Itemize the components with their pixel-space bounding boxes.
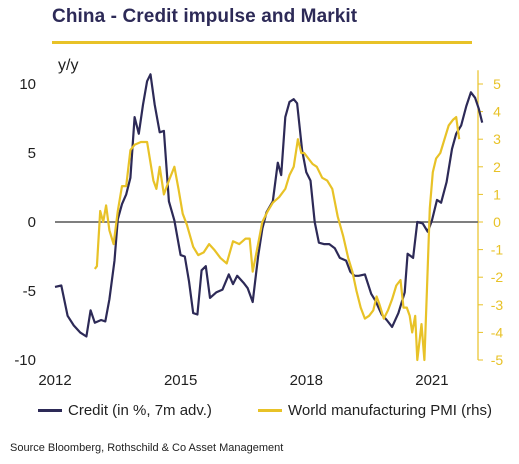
y-right-tick-label: -1 <box>491 242 504 258</box>
y-right-tick-label: 0 <box>493 214 501 230</box>
y-left-tick-label: -5 <box>23 283 36 300</box>
y-right-tick-label: 1 <box>493 186 501 202</box>
legend-item-credit: Credit (in %, 7m adv.) <box>38 402 212 419</box>
y-left-tick-label: 0 <box>28 214 36 231</box>
x-tick-label: 2012 <box>38 372 71 389</box>
y-right-tick-label: -3 <box>491 297 504 313</box>
y-right-tick-label: 4 <box>493 104 501 120</box>
y-right-tick-label: -5 <box>491 352 504 368</box>
y-left-tick-label: -10 <box>14 352 36 369</box>
source-note: Source Bloomberg, Rothschild & Co Asset … <box>10 442 284 454</box>
legend: Credit (in %, 7m adv.) World manufacturi… <box>30 402 510 424</box>
legend-swatch-pmi <box>258 409 282 412</box>
y-right-tick-label: -4 <box>491 324 504 340</box>
x-tick-label: 2021 <box>415 372 448 389</box>
y-right-tick-label: -2 <box>491 269 504 285</box>
legend-swatch-credit <box>38 409 62 412</box>
chart-title: China - Credit impulse and Markit <box>52 6 358 27</box>
legend-label-credit: Credit (in %, 7m adv.) <box>68 402 212 419</box>
legend-item-pmi: World manufacturing PMI (rhs) <box>258 402 492 419</box>
series-line-pmi <box>93 116 461 362</box>
legend-label-pmi: World manufacturing PMI (rhs) <box>288 402 492 419</box>
left-axis-unit-label: y/y <box>58 57 79 74</box>
x-tick-label: 2015 <box>164 372 197 389</box>
y-right-tick-label: 5 <box>493 76 501 92</box>
series-group <box>54 73 484 362</box>
x-tick-label: 2018 <box>290 372 323 389</box>
y-left-tick-label: 5 <box>28 145 36 162</box>
y-right-tick-label: 3 <box>493 131 501 147</box>
y-left-tick-label: 10 <box>19 76 36 93</box>
title-underline <box>52 41 472 44</box>
y-right-tick-label: 2 <box>493 159 501 175</box>
